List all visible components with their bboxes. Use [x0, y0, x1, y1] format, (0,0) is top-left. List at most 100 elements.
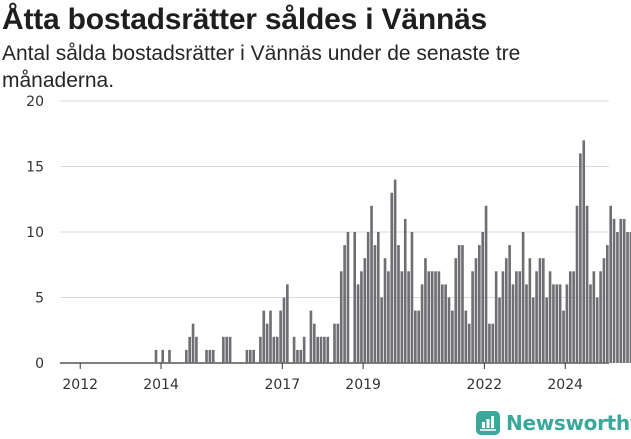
bar	[269, 310, 272, 363]
bar	[440, 284, 444, 363]
chart-subtitle: Antal sålda bostadsrätter i Vännäs under…	[2, 42, 521, 92]
bar	[525, 284, 528, 363]
bar	[595, 297, 599, 363]
bar	[343, 245, 346, 363]
bar	[447, 297, 451, 363]
bar	[478, 245, 481, 363]
x-tick-label: 2024	[547, 377, 583, 393]
bar	[282, 297, 286, 363]
bar	[184, 349, 188, 363]
bar	[504, 258, 508, 363]
bar	[518, 271, 522, 363]
bar	[430, 271, 434, 363]
bar	[616, 232, 619, 363]
bar	[336, 323, 340, 363]
bar	[191, 323, 195, 363]
bar	[387, 271, 390, 363]
bar	[403, 218, 407, 363]
bar	[380, 297, 383, 363]
bar	[545, 297, 549, 363]
bar	[622, 218, 626, 363]
bar	[424, 258, 427, 363]
bar	[548, 271, 552, 363]
bar	[410, 232, 414, 363]
bar	[400, 271, 404, 363]
bar	[393, 179, 397, 363]
bar	[346, 232, 350, 363]
bar	[296, 349, 299, 363]
bar	[211, 349, 215, 363]
bar	[626, 232, 629, 363]
bar	[188, 336, 191, 363]
bar	[484, 205, 488, 363]
newsworthy-brand[interactable]: Newsworthy	[476, 409, 631, 437]
newsworthy-logo-icon	[476, 411, 500, 435]
bar	[434, 271, 437, 363]
y-tick-label: 5	[35, 291, 44, 307]
bar	[498, 297, 501, 363]
bar	[245, 349, 249, 363]
bar	[208, 349, 212, 363]
bar	[572, 271, 575, 363]
bar	[451, 310, 454, 363]
brand-name: Newsworthy	[506, 411, 631, 435]
bar	[360, 271, 363, 363]
y-tick-label: 20	[26, 94, 44, 110]
bar	[373, 245, 377, 363]
bar	[552, 284, 555, 363]
bar	[589, 284, 592, 363]
bar	[609, 205, 612, 363]
bar	[390, 192, 394, 363]
bar	[454, 258, 458, 363]
bar	[312, 323, 316, 363]
bar	[161, 349, 165, 363]
bar	[565, 284, 569, 363]
bar	[286, 284, 289, 363]
bar	[326, 336, 330, 363]
bar	[319, 336, 323, 363]
bar	[427, 271, 431, 363]
bar	[582, 140, 586, 363]
bar	[491, 323, 495, 363]
bar	[606, 245, 609, 363]
bar	[275, 336, 279, 363]
bar	[248, 349, 252, 363]
bar	[444, 284, 447, 363]
bars	[154, 140, 631, 363]
x-tick-label: 2017	[264, 377, 300, 393]
chart-title: Åtta bostadsrätter såldes i Vännäs	[2, 3, 488, 36]
bar	[228, 336, 232, 363]
bar	[494, 271, 498, 363]
bar	[602, 258, 606, 363]
bar	[397, 245, 400, 363]
bar	[467, 323, 471, 363]
bar	[629, 232, 631, 363]
bar	[511, 284, 515, 363]
bar	[568, 271, 572, 363]
bar	[555, 284, 559, 363]
bar	[370, 205, 373, 363]
bar	[225, 336, 229, 363]
bar	[531, 297, 535, 363]
bar	[488, 323, 491, 363]
x-tick-label: 2019	[345, 377, 381, 393]
bar	[363, 258, 367, 363]
bar	[542, 258, 545, 363]
bar	[501, 271, 505, 363]
y-tick-label: 10	[26, 225, 44, 241]
bar	[508, 245, 511, 363]
bar	[309, 310, 313, 363]
bar	[302, 336, 306, 363]
bar	[265, 323, 269, 363]
bar	[292, 336, 296, 363]
bar	[262, 310, 266, 363]
bar	[376, 232, 380, 363]
x-axis-ticks: 2012 2014 2017 2019 2022 2024	[62, 363, 583, 393]
y-tick-label: 15	[26, 160, 44, 176]
bar	[471, 271, 474, 363]
bar	[619, 218, 623, 363]
bar	[535, 271, 538, 363]
bar	[558, 284, 562, 363]
bar	[562, 310, 565, 363]
bar	[323, 336, 326, 363]
